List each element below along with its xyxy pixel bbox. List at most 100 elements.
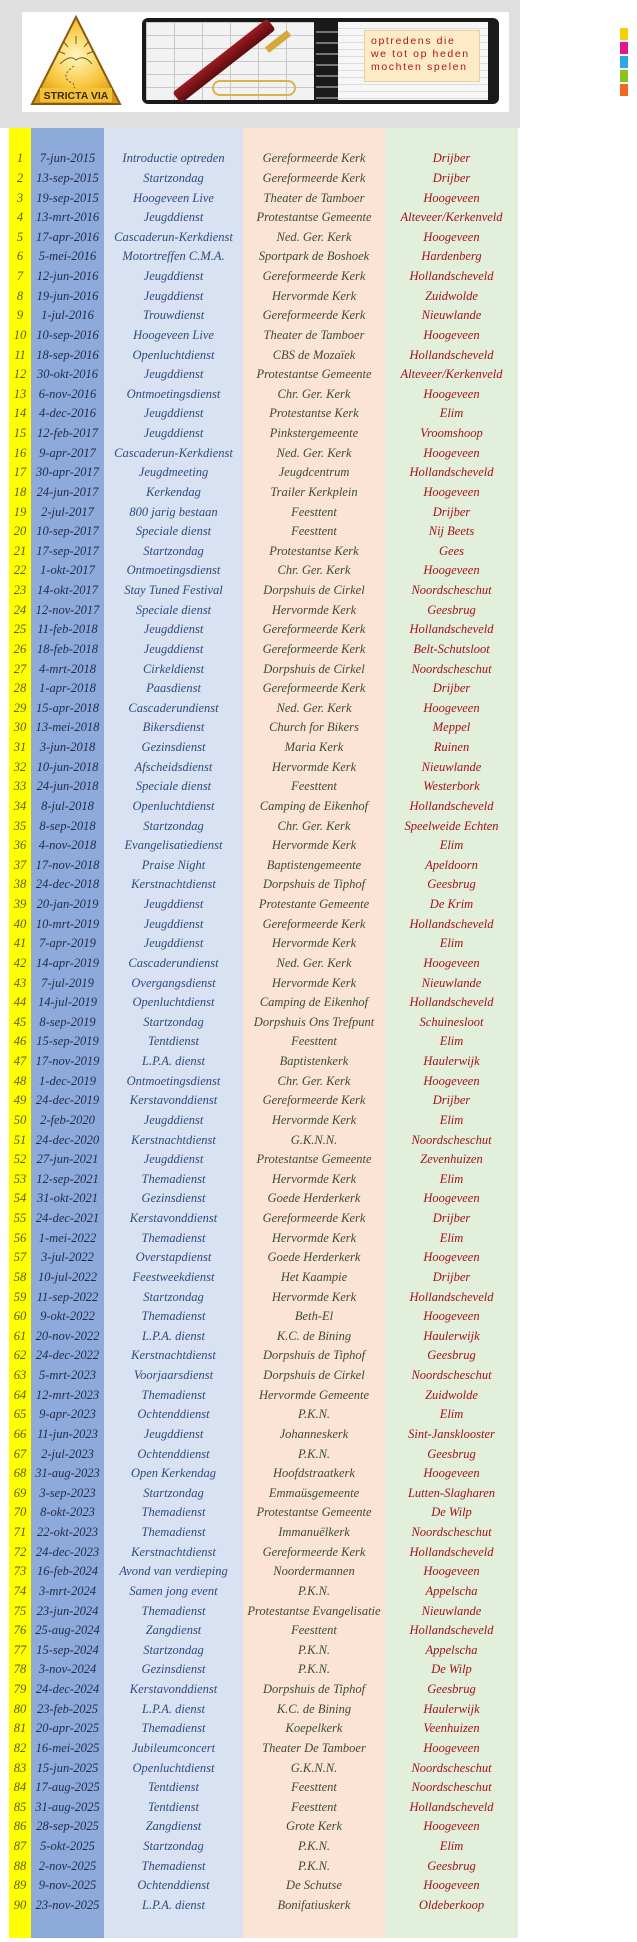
table-row: 32 10-jun-2018 Afscheidsdienst Hervormde Ke… [9, 757, 518, 777]
table-row: 84 17-aug-2025 Tentdienst Feesttent Noordsch… [9, 1778, 518, 1798]
row-number: 60 [13, 1309, 27, 1324]
row-date: 4-mrt-2018 [39, 661, 96, 676]
row-event: Jeugddienst [143, 916, 204, 931]
row-event: Jeugddienst [143, 269, 204, 284]
row-event: Praise Night [141, 857, 206, 872]
row-event: Evangelisatiedienst [124, 838, 223, 853]
notebook-tab [620, 70, 628, 82]
row-date: 1-jul-2016 [41, 308, 94, 323]
row-location: Feesttent [291, 779, 337, 794]
row-event: Introductie optreden [122, 151, 225, 166]
table-row: 17 30-apr-2017 Jeugdmeeting Jeugdcentrum Hol… [9, 463, 518, 483]
row-number: 43 [13, 975, 27, 990]
row-number: 83 [13, 1760, 27, 1775]
row-event: Ontmoetingsdienst [126, 1073, 221, 1088]
table-row: 60 9-okt-2022 Themadienst Beth-El Hoogeveen [9, 1307, 518, 1327]
row-town: Elim [439, 1171, 464, 1186]
row-date: 24-dec-2023 [35, 1544, 100, 1559]
row-date: 17-sep-2017 [36, 543, 99, 558]
row-number: 62 [13, 1348, 27, 1363]
row-location: Hervormde Kerk [271, 1289, 357, 1304]
row-location: Hervormde Kerk [271, 1171, 357, 1186]
row-location: Camping de Eikenhof [259, 798, 369, 813]
row-location: Grote Kerk [285, 1819, 343, 1834]
row-town: Speelweide Echten [404, 818, 499, 833]
row-number: 26 [13, 641, 27, 656]
row-town: Hoogeveen [423, 386, 480, 401]
row-town: Hoogeveen [423, 1466, 480, 1481]
row-date: 3-jun-2018 [39, 740, 96, 755]
row-location: Protestantse Gemeente [256, 1152, 372, 1167]
row-location: P.K.N. [297, 1839, 331, 1854]
row-number: 30 [13, 720, 27, 735]
row-town: Elim [439, 838, 464, 853]
row-date: 8-okt-2023 [40, 1505, 95, 1520]
row-event: Cascaderun-Kerkdienst [114, 229, 233, 244]
row-event: Tentdienst [148, 1034, 199, 1049]
row-date: 1-dec-2019 [39, 1073, 96, 1088]
row-location: Baptistengemeente [266, 857, 362, 872]
row-location: De Schutse [286, 1878, 342, 1893]
row-location: Chr. Ger. Kerk [277, 386, 351, 401]
row-location: Feesttent [291, 1623, 337, 1638]
row-town: Oldeberkoop [418, 1897, 485, 1912]
row-number: 42 [13, 955, 27, 970]
row-date: 11-feb-2018 [37, 622, 98, 637]
row-date: 2-nov-2025 [38, 1858, 97, 1873]
row-town: Lutten-Slagharen [407, 1485, 496, 1500]
notebook-tab [620, 56, 628, 68]
row-town: Drijber [432, 681, 471, 696]
number-column [9, 128, 31, 1938]
table-row: 82 16-mei-2025 Jubileumconcert Theater De T… [9, 1739, 518, 1759]
table-row: 43 7-jul-2019 Overgangsdienst Hervormde Ker… [9, 973, 518, 993]
row-number: 48 [13, 1073, 27, 1088]
table-row: 48 1-dec-2019 Ontmoetingsdienst Chr. Ger. K… [9, 1071, 518, 1091]
table-row: 13 6-nov-2016 Ontmoetingsdienst Chr. Ger. K… [9, 385, 518, 405]
row-number: 84 [13, 1780, 27, 1795]
row-location: Protestantse Kerk [269, 406, 359, 421]
row-date: 15-sep-2019 [36, 1034, 99, 1049]
row-location: Protestante Gemeente [258, 897, 370, 912]
row-date: 16-feb-2024 [36, 1564, 99, 1579]
row-event: Jeugddienst [143, 1152, 204, 1167]
row-town: Noordscheschut [411, 1780, 492, 1795]
row-event: Feestweekdienst [132, 1269, 215, 1284]
row-date: 5-mei-2016 [38, 249, 97, 264]
row-number: 11 [14, 347, 26, 362]
row-location: G.K.N.N. [290, 1760, 338, 1775]
row-town: Elim [439, 1230, 464, 1245]
row-number: 16 [13, 445, 27, 460]
table-row: 15 12-feb-2017 Jeugddienst Pinkstergemeente… [9, 424, 518, 444]
row-town: Hollandscheveld [409, 1799, 494, 1814]
row-event: Hoogeveen Live [133, 190, 214, 205]
table-row: 86 28-sep-2025 Zangdienst Grote Kerk Hoogeve… [9, 1817, 518, 1837]
table-row: 38 24-dec-2018 Kerstnachtdienst Dorpshuis d… [9, 875, 518, 895]
row-date: 3-nov-2024 [38, 1662, 97, 1677]
row-date: 11-sep-2022 [36, 1289, 99, 1304]
row-number: 57 [13, 1250, 27, 1265]
row-town: Noordscheschut [411, 1760, 492, 1775]
row-date: 9-apr-2023 [39, 1407, 96, 1422]
row-location: P.K.N. [297, 1642, 331, 1657]
row-number: 41 [13, 936, 27, 951]
row-event: Jeugddienst [143, 641, 204, 656]
row-number: 51 [13, 1132, 27, 1147]
row-number: 58 [13, 1269, 27, 1284]
row-town: Noordscheschut [411, 1132, 492, 1147]
row-location: Hoofdstraatkerk [273, 1466, 355, 1481]
row-event: L.P.A. dienst [142, 1054, 205, 1069]
logo-text: STRICTA VIA [44, 90, 109, 102]
table-row: 76 25-aug-2024 Zangdienst Feesttent Hollands… [9, 1621, 518, 1641]
row-event: Jeugddienst [143, 936, 204, 951]
row-number: 63 [13, 1368, 27, 1383]
row-number: 39 [13, 897, 27, 912]
table-row: 89 9-nov-2025 Ochtenddienst De Schutse Hooge… [9, 1876, 518, 1896]
row-number: 81 [13, 1721, 27, 1736]
table-row: 40 10-mrt-2019 Jeugddienst Gereformeerde Ke… [9, 914, 518, 934]
table-row: 59 11-sep-2022 Startzondag Hervormde Kerk Ho… [9, 1287, 518, 1307]
row-town: Zevenhuizen [420, 1152, 483, 1167]
row-date: 1-apr-2018 [39, 681, 96, 696]
row-number: 72 [13, 1544, 27, 1559]
row-event: Kerstavonddienst [129, 1211, 218, 1226]
row-town: Hoogeveen [423, 1564, 480, 1579]
